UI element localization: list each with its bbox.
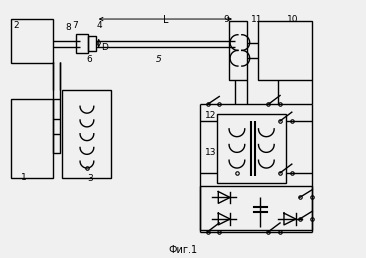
Bar xyxy=(63,90,111,178)
Bar xyxy=(53,99,60,119)
Text: 7: 7 xyxy=(72,21,78,30)
Text: 12: 12 xyxy=(205,111,216,120)
Bar xyxy=(258,21,313,80)
Bar xyxy=(76,34,88,53)
Text: 9: 9 xyxy=(223,15,229,24)
Text: 10: 10 xyxy=(287,15,299,24)
Text: 8: 8 xyxy=(66,23,71,32)
Text: L: L xyxy=(163,15,168,25)
Text: 6: 6 xyxy=(86,55,92,64)
Bar xyxy=(88,36,96,51)
Text: D: D xyxy=(101,43,108,52)
Bar xyxy=(11,99,53,178)
Text: 3: 3 xyxy=(87,174,93,183)
Bar xyxy=(11,19,53,63)
Bar xyxy=(200,186,313,230)
Text: 11: 11 xyxy=(251,15,262,24)
Bar xyxy=(53,134,60,153)
Bar xyxy=(229,21,247,80)
Text: Фиг.1: Фиг.1 xyxy=(168,245,198,254)
Text: 1: 1 xyxy=(21,173,27,182)
Text: 13: 13 xyxy=(205,148,216,157)
Bar xyxy=(217,114,286,183)
Text: 5: 5 xyxy=(156,55,161,64)
Text: 2: 2 xyxy=(14,21,19,30)
Text: 4: 4 xyxy=(97,21,102,30)
